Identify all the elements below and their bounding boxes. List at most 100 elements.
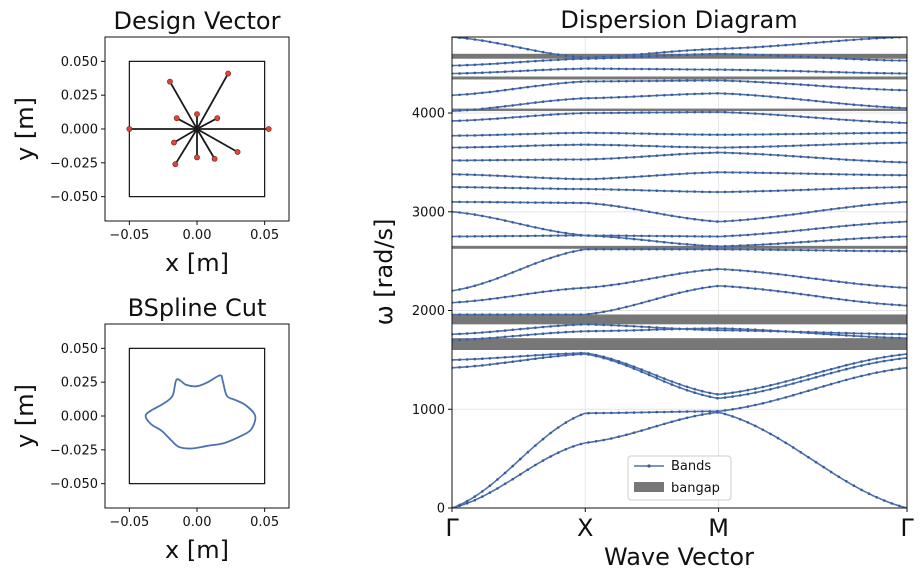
band-point (655, 111, 659, 114)
band-point (625, 188, 628, 192)
y-tick-label: −0.050 (50, 477, 98, 492)
band-point (792, 97, 795, 100)
band-point (685, 243, 689, 246)
band-point (723, 79, 727, 82)
band-point (632, 303, 636, 307)
band-point (814, 387, 818, 390)
band-point (883, 160, 886, 163)
band-point (678, 53, 681, 57)
band-point (488, 313, 492, 316)
band-point (663, 153, 666, 157)
band-point (875, 496, 878, 499)
band-point (663, 213, 666, 216)
band-point (481, 159, 484, 162)
band-point (860, 104, 863, 107)
band-point (534, 84, 537, 88)
band-point (564, 234, 568, 237)
band-point (776, 132, 780, 136)
band-point (670, 145, 674, 148)
bands-group (452, 37, 907, 508)
band-point (769, 215, 772, 219)
band-point (549, 289, 552, 293)
band-point (655, 276, 659, 279)
band-point (746, 133, 750, 136)
band-point (556, 158, 560, 161)
band-point (496, 89, 499, 93)
band-point (625, 156, 628, 159)
band-point (632, 95, 636, 98)
band-point (481, 200, 484, 204)
band-point (670, 54, 674, 57)
band-point (579, 111, 583, 115)
band-point (610, 248, 613, 251)
band-point (678, 215, 681, 219)
band-point (883, 336, 886, 339)
band-point (572, 80, 575, 84)
design-vector-ray (196, 128, 216, 160)
y-tick-label: 4000 (412, 107, 445, 122)
band-point (738, 93, 742, 96)
band-point (481, 91, 484, 95)
band-point (678, 291, 681, 295)
band-point (632, 132, 636, 135)
legend-bangap-label: bangap (671, 481, 720, 496)
band-point (860, 374, 863, 378)
band-point (503, 174, 507, 178)
band-point (860, 58, 863, 61)
band-point (579, 233, 583, 237)
band-point (807, 240, 810, 243)
band-point (784, 273, 787, 277)
band-point (875, 335, 878, 339)
band-point (829, 249, 833, 252)
band-point (503, 158, 507, 162)
band-point (898, 286, 901, 289)
band-point (678, 234, 681, 238)
band-point (693, 145, 696, 149)
band-point (723, 284, 727, 288)
band-point (503, 105, 507, 108)
band-point (761, 69, 765, 72)
band-point (632, 79, 636, 83)
band-point (572, 112, 575, 115)
band-point (496, 478, 499, 481)
band-point (617, 188, 621, 191)
band-point (519, 359, 522, 363)
x-tick-label: M (708, 514, 729, 542)
band-point (602, 111, 605, 115)
band-point (875, 87, 878, 91)
band-point (465, 185, 469, 189)
band-point (647, 328, 651, 332)
band-point (708, 244, 712, 248)
band-point (822, 56, 825, 60)
band-point (776, 289, 780, 293)
band-point (610, 111, 613, 115)
band-point (511, 464, 514, 468)
band-point (663, 422, 666, 426)
band-point (617, 324, 621, 327)
band-point (496, 117, 499, 120)
band-point (829, 238, 833, 242)
band-point (511, 201, 514, 204)
band-point (852, 71, 856, 74)
band-point (875, 58, 878, 62)
band-point (807, 389, 810, 393)
band-point (640, 67, 643, 71)
band-point (602, 67, 605, 70)
band-point (481, 313, 484, 316)
band-point (693, 414, 696, 418)
band-point (693, 410, 696, 413)
band-point (769, 189, 772, 193)
band-point (511, 334, 514, 338)
band-point (822, 465, 825, 469)
band-point (807, 115, 810, 119)
band-point (519, 334, 522, 337)
band-point (685, 385, 689, 389)
band-point (594, 157, 598, 161)
band-point (829, 101, 833, 104)
band-point (564, 252, 568, 255)
band-point (761, 81, 765, 84)
band-point (534, 114, 537, 117)
band-point (564, 67, 568, 71)
band-point (678, 242, 681, 245)
band-point (488, 363, 492, 366)
